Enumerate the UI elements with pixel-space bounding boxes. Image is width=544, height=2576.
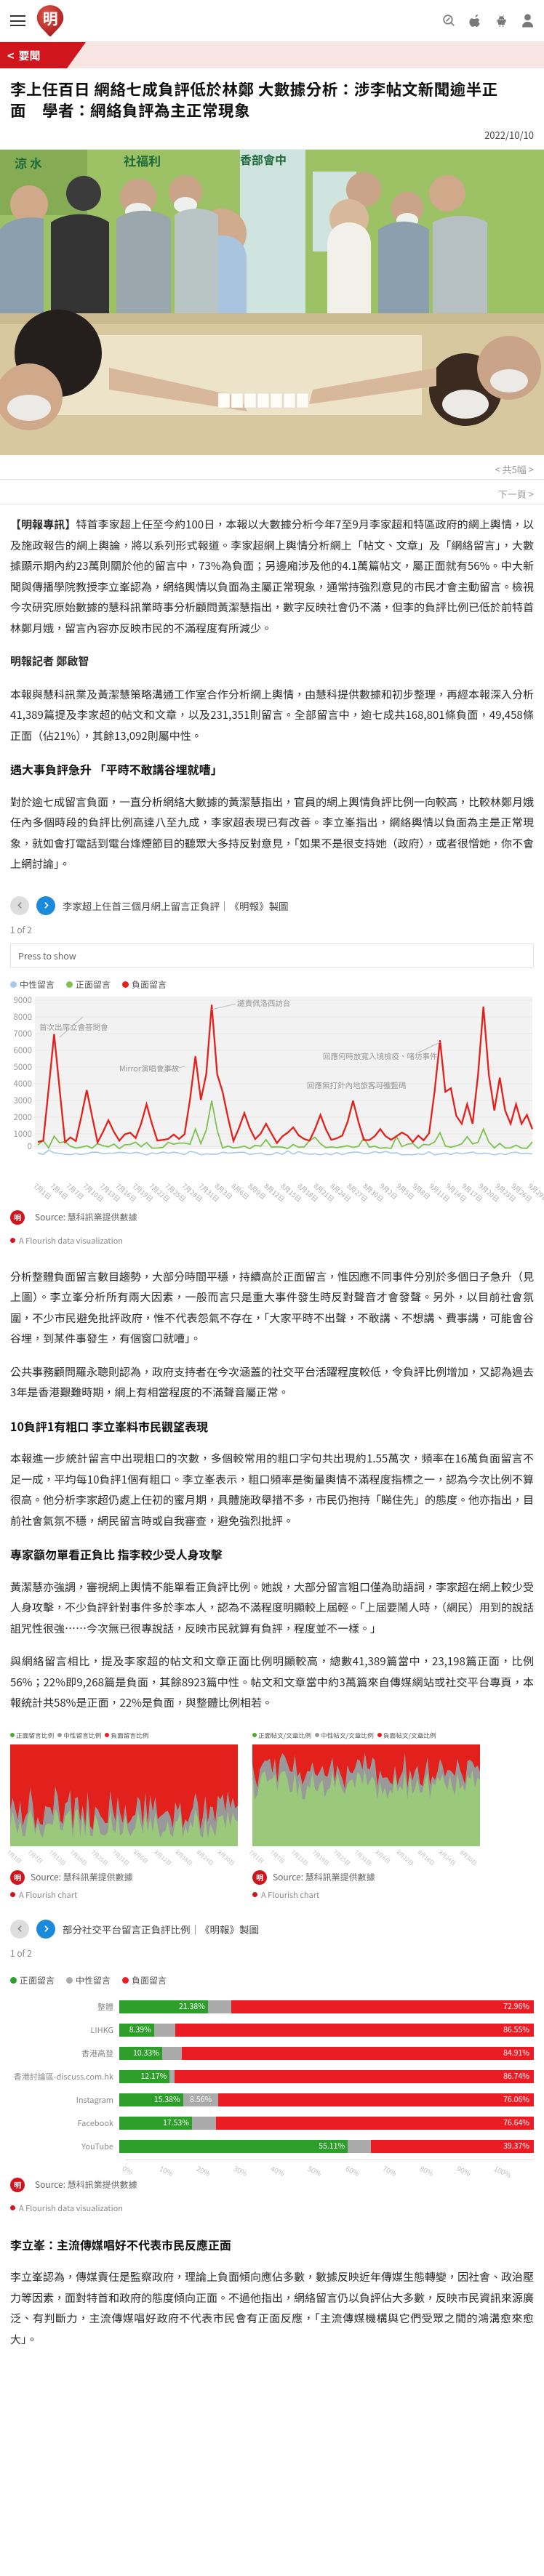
svg-text:涼 水: 涼 水 (15, 153, 42, 172)
svg-text:0: 0 (28, 1140, 32, 1152)
svg-text:明: 明 (43, 7, 58, 29)
svg-text:5000: 5000 (13, 1061, 32, 1073)
svg-text:6000: 6000 (13, 1045, 32, 1056)
svg-text:首次出席立會答問會: 首次出席立會答問會 (39, 1022, 108, 1033)
svg-text:回應何時放寬入境檢疫、啫坊事件: 回應何時放寬入境檢疫、啫坊事件 (323, 1051, 438, 1062)
svg-text:8000: 8000 (13, 1011, 32, 1023)
svg-text:7000: 7000 (13, 1028, 32, 1039)
svg-text:譴責佩洛西訪台: 譴責佩洛西訪台 (237, 998, 291, 1009)
svg-text:1000: 1000 (13, 1128, 32, 1140)
svg-text:2000: 2000 (13, 1111, 32, 1123)
svg-text:Mirror演唱會事故: Mirror演唱會事故 (119, 1063, 180, 1074)
svg-text:4000: 4000 (13, 1078, 32, 1090)
svg-text:回應無打針內地旅客可獲藍碼: 回應無打針內地旅客可獲藍碼 (307, 1080, 407, 1091)
svg-text:香部會中: 香部會中 (240, 150, 287, 168)
svg-text:3000: 3000 (13, 1095, 32, 1106)
svg-text:9000: 9000 (13, 995, 32, 1006)
svg-text:社福利: 社福利 (124, 151, 161, 169)
